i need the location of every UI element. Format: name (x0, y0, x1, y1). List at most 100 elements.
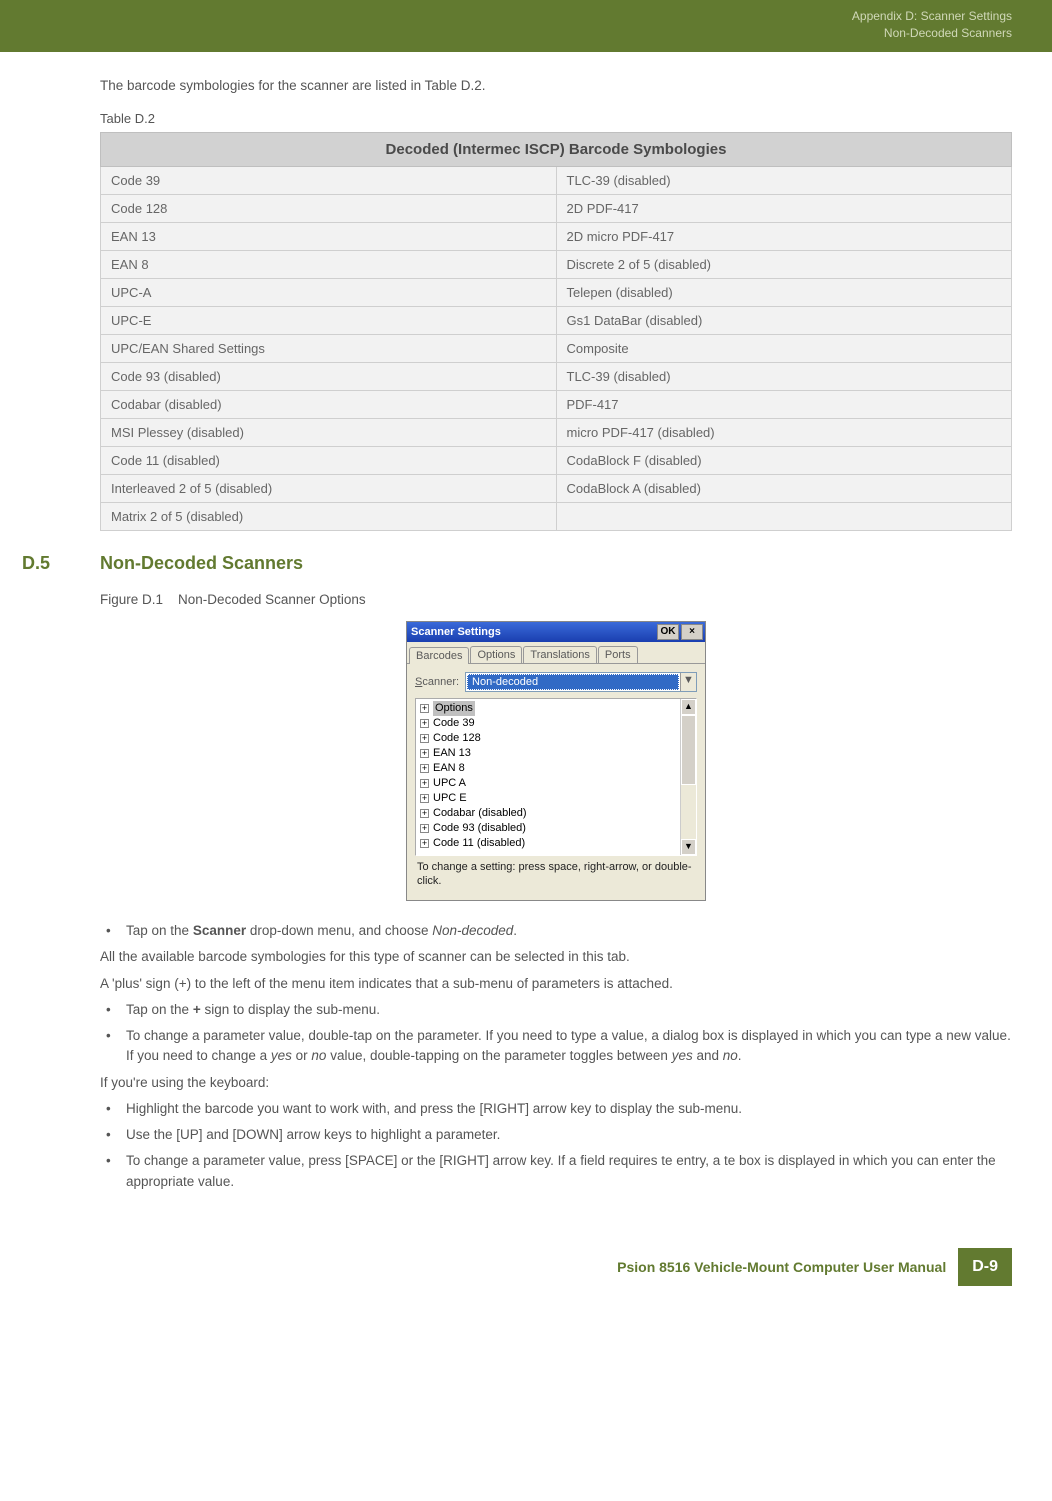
expand-icon[interactable]: + (420, 734, 429, 743)
expand-icon[interactable]: + (420, 779, 429, 788)
dialog-titlebar: Scanner Settings OK × (407, 622, 705, 642)
table-row: Code 11 (disabled)CodaBlock F (disabled) (101, 446, 1012, 474)
dropdown-arrow-icon[interactable]: ▼ (680, 673, 696, 691)
table-row: UPC-EGs1 DataBar (disabled) (101, 306, 1012, 334)
expand-icon[interactable]: + (420, 824, 429, 833)
tree-item-label: Code 11 (disabled) (433, 836, 525, 851)
table-cell: CodaBlock F (disabled) (556, 446, 1012, 474)
expand-icon[interactable]: + (420, 839, 429, 848)
tree-item[interactable]: + Code 11 (disabled) (418, 836, 696, 851)
figure-caption-text: Non-Decoded Scanner Options (178, 592, 366, 607)
header-line2: Non-Decoded Scanners (40, 25, 1012, 42)
tree-item[interactable]: + EAN 8 (418, 761, 696, 776)
table-cell: CodaBlock A (disabled) (556, 474, 1012, 502)
scroll-track[interactable] (681, 785, 696, 839)
tree-item-label: Options (433, 701, 475, 716)
tree-item[interactable]: + Code 128 (418, 731, 696, 746)
scroll-down-icon[interactable]: ▼ (681, 839, 696, 855)
tab-translations[interactable]: Translations (523, 646, 597, 663)
table-cell: EAN 13 (101, 222, 557, 250)
table-cell: UPC-A (101, 278, 557, 306)
close-button[interactable]: × (681, 624, 703, 640)
dialog-tabs: Barcodes Options Translations Ports (407, 642, 705, 664)
tree-item-label: Code 128 (433, 731, 481, 746)
table-row: Interleaved 2 of 5 (disabled)CodaBlock A… (101, 474, 1012, 502)
tree-item[interactable]: + Options (418, 701, 696, 716)
scroll-up-icon[interactable]: ▲ (681, 699, 696, 715)
table-cell: Composite (556, 334, 1012, 362)
table-row: UPC/EAN Shared SettingsComposite (101, 334, 1012, 362)
table-cell: 2D PDF-417 (556, 194, 1012, 222)
table-cell: UPC/EAN Shared Settings (101, 334, 557, 362)
intro-text: The barcode symbologies for the scanner … (100, 78, 1012, 93)
page-header: Appendix D: Scanner Settings Non-Decoded… (0, 0, 1052, 52)
scanner-dropdown[interactable]: Non-decoded ▼ (465, 672, 697, 692)
scroll-thumb[interactable] (681, 715, 696, 785)
header-line1: Appendix D: Scanner Settings (852, 9, 1012, 23)
table-row: Code 39TLC-39 (disabled) (101, 166, 1012, 194)
table-row: Codabar (disabled)PDF-417 (101, 390, 1012, 418)
instructions: Tap on the Scanner drop-down menu, and c… (100, 921, 1012, 1192)
table-cell: MSI Plessey (disabled) (101, 418, 557, 446)
tree-item-label: EAN 13 (433, 746, 471, 761)
dialog-title: Scanner Settings (411, 626, 501, 638)
table-cell: Code 128 (101, 194, 557, 222)
tab-options[interactable]: Options (470, 646, 522, 663)
table-cell (556, 502, 1012, 530)
scanner-tree[interactable]: +Options+Code 39+Code 128+EAN 13+EAN 8+U… (415, 698, 697, 856)
dialog-hint: To change a setting: press space, right-… (415, 856, 697, 893)
tab-ports[interactable]: Ports (598, 646, 638, 663)
table-cell: Code 93 (disabled) (101, 362, 557, 390)
scanner-dropdown-value: Non-decoded (467, 674, 679, 690)
expand-icon[interactable]: + (420, 809, 429, 818)
expand-icon[interactable]: + (420, 764, 429, 773)
tree-item[interactable]: + UPC A (418, 776, 696, 791)
table-row: UPC-ATelepen (disabled) (101, 278, 1012, 306)
page-number: D-9 (958, 1248, 1012, 1286)
table-cell: Discrete 2 of 5 (disabled) (556, 250, 1012, 278)
list-item: To change a parameter value, press [SPAC… (100, 1151, 1012, 1192)
para: All the available barcode symbologies fo… (100, 947, 1012, 967)
tree-item-label: Code 39 (433, 716, 475, 731)
tree-item[interactable]: + Code 93 (disabled) (418, 821, 696, 836)
expand-icon[interactable]: + (420, 794, 429, 803)
table-cell: micro PDF-417 (disabled) (556, 418, 1012, 446)
table-row: MSI Plessey (disabled)micro PDF-417 (dis… (101, 418, 1012, 446)
tree-item[interactable]: + Code 39 (418, 716, 696, 731)
tree-item-label: EAN 8 (433, 761, 465, 776)
expand-icon[interactable]: + (420, 749, 429, 758)
list-item: Tap on the Scanner drop-down menu, and c… (100, 921, 1012, 941)
tree-scrollbar[interactable]: ▲ ▼ (680, 699, 696, 855)
tree-item-label: UPC A (433, 776, 466, 791)
expand-icon[interactable]: + (420, 719, 429, 728)
table-title: Decoded (Intermec ISCP) Barcode Symbolog… (101, 132, 1012, 166)
tree-item[interactable]: + Codabar (disabled) (418, 806, 696, 821)
tree-item[interactable]: +UPC E (418, 791, 696, 806)
footer-text: Psion 8516 Vehicle-Mount Computer User M… (617, 1259, 946, 1275)
table-cell: Codabar (disabled) (101, 390, 557, 418)
table-cell: EAN 8 (101, 250, 557, 278)
tab-barcodes[interactable]: Barcodes (409, 647, 469, 664)
para: A 'plus' sign (+) to the left of the men… (100, 974, 1012, 994)
expand-icon[interactable]: + (420, 704, 429, 713)
table-row: Code 93 (disabled)TLC-39 (disabled) (101, 362, 1012, 390)
list-item: Use the [UP] and [DOWN] arrow keys to hi… (100, 1125, 1012, 1145)
section-number: D.5 (22, 553, 100, 574)
section-title: Non-Decoded Scanners (100, 553, 303, 574)
scanner-label: Scanner: (415, 676, 459, 688)
para: If you're using the keyboard: (100, 1073, 1012, 1093)
figure-label: Figure D.1 (100, 592, 163, 607)
table-cell: TLC-39 (disabled) (556, 362, 1012, 390)
table-cell: Telepen (disabled) (556, 278, 1012, 306)
list-item: Highlight the barcode you want to work w… (100, 1099, 1012, 1119)
table-cell: UPC-E (101, 306, 557, 334)
figure-caption: Figure D.1 Non-Decoded Scanner Options (100, 592, 1012, 607)
list-item: Tap on the + sign to display the sub-men… (100, 1000, 1012, 1020)
tree-item-label: Code 93 (disabled) (433, 821, 526, 836)
scanner-settings-dialog: Scanner Settings OK × Barcodes Options T… (406, 621, 706, 902)
ok-button[interactable]: OK (657, 624, 679, 640)
table-caption: Table D.2 (100, 111, 1012, 126)
tree-item-label: Codabar (disabled) (433, 806, 527, 821)
page-footer: Psion 8516 Vehicle-Mount Computer User M… (0, 1218, 1052, 1316)
tree-item[interactable]: + EAN 13 (418, 746, 696, 761)
